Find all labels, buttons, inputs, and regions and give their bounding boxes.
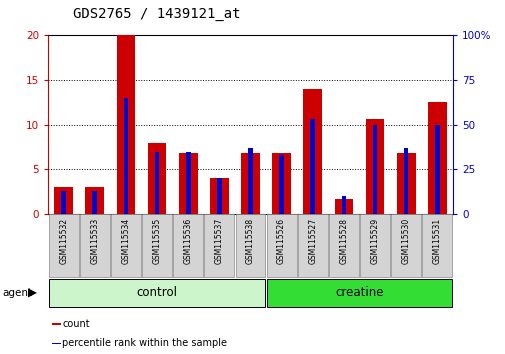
Text: ▶: ▶: [28, 286, 37, 299]
Bar: [403, 148, 408, 214]
Bar: [142, 214, 172, 276]
Bar: [52, 323, 61, 325]
Bar: [396, 153, 415, 214]
Bar: [422, 214, 451, 276]
Text: GSM115529: GSM115529: [370, 218, 379, 264]
Text: GSM115537: GSM115537: [215, 218, 223, 264]
Bar: [111, 214, 140, 276]
Bar: [61, 191, 66, 214]
Text: GSM115531: GSM115531: [432, 218, 441, 264]
Bar: [328, 214, 358, 276]
Text: percentile rank within the sample: percentile rank within the sample: [62, 338, 227, 348]
Bar: [123, 98, 128, 214]
Bar: [185, 152, 190, 214]
Bar: [85, 187, 104, 214]
Bar: [48, 214, 78, 276]
Bar: [360, 214, 389, 276]
Bar: [48, 279, 265, 307]
Text: GSM115526: GSM115526: [277, 218, 285, 264]
Bar: [217, 178, 221, 214]
Text: agent: agent: [3, 288, 33, 298]
Text: GSM115534: GSM115534: [121, 218, 130, 264]
Text: GSM115538: GSM115538: [245, 218, 255, 264]
Bar: [92, 191, 97, 214]
Bar: [204, 214, 234, 276]
Bar: [272, 153, 290, 214]
Bar: [303, 89, 322, 214]
Bar: [80, 214, 110, 276]
Bar: [173, 214, 203, 276]
Bar: [365, 119, 384, 214]
Text: GSM115532: GSM115532: [59, 218, 68, 264]
Bar: [155, 152, 159, 214]
Text: GSM115536: GSM115536: [183, 218, 192, 264]
Bar: [210, 178, 228, 214]
Text: GSM115527: GSM115527: [308, 218, 317, 264]
Text: GSM115533: GSM115533: [90, 218, 99, 264]
Bar: [178, 153, 197, 214]
Bar: [427, 102, 446, 214]
Bar: [235, 214, 265, 276]
Text: GSM115528: GSM115528: [339, 218, 348, 264]
Bar: [372, 125, 377, 214]
Bar: [147, 143, 166, 214]
Bar: [116, 35, 135, 214]
Bar: [310, 119, 315, 214]
Bar: [241, 153, 259, 214]
Bar: [52, 343, 61, 344]
Bar: [266, 279, 451, 307]
Bar: [434, 125, 439, 214]
Bar: [279, 155, 283, 214]
Bar: [297, 214, 327, 276]
Text: GSM115535: GSM115535: [152, 218, 161, 264]
Text: creatine: creatine: [334, 286, 383, 299]
Text: control: control: [136, 286, 177, 299]
Bar: [266, 214, 296, 276]
Text: GSM115530: GSM115530: [401, 218, 410, 264]
Bar: [247, 148, 252, 214]
Text: GDS2765 / 1439121_at: GDS2765 / 1439121_at: [73, 7, 240, 21]
Text: count: count: [62, 319, 89, 329]
Bar: [334, 199, 352, 214]
Bar: [54, 187, 73, 214]
Bar: [341, 196, 345, 214]
Bar: [390, 214, 420, 276]
